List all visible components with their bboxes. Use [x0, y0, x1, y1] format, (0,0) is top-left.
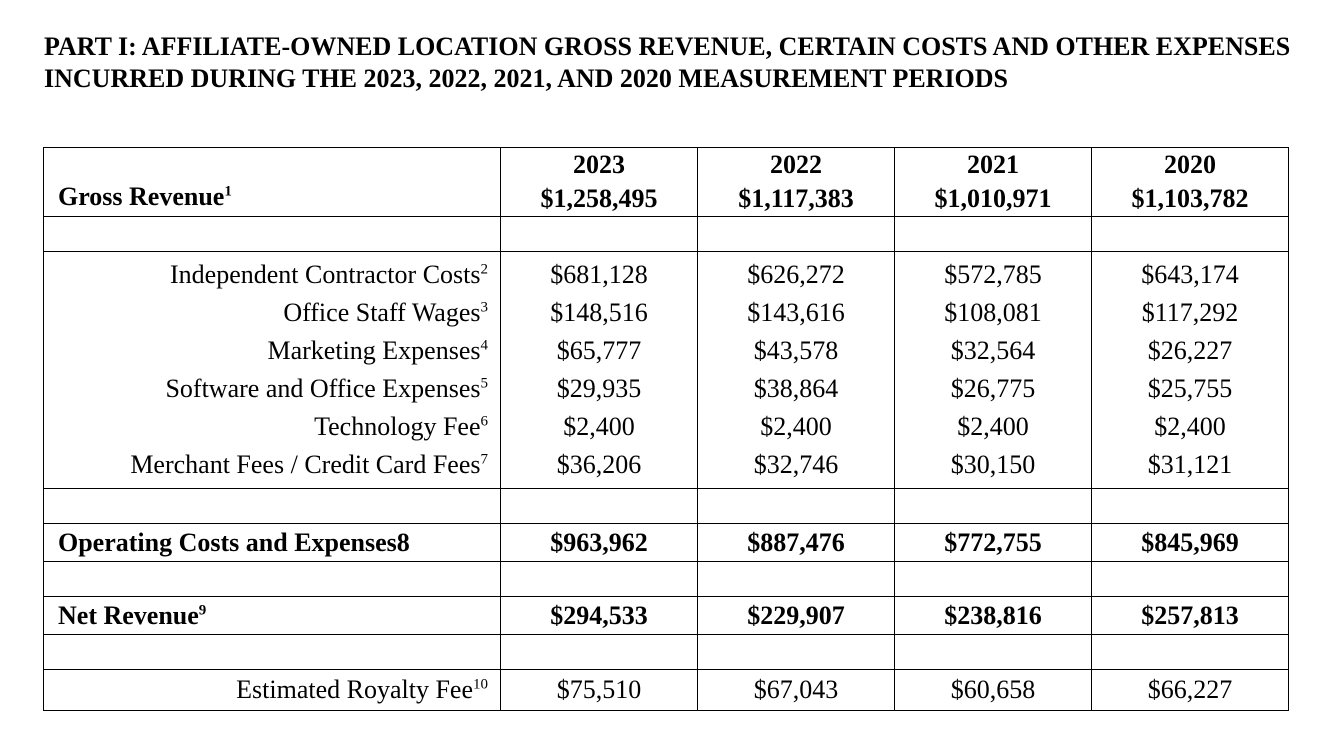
- expense-label: Merchant Fees / Credit Card Fees7: [130, 450, 488, 479]
- expense-label: Software and Office Expenses5: [165, 374, 488, 403]
- net-revenue-value: $294,533: [500, 596, 698, 635]
- spacer-row: [43, 216, 1289, 252]
- year-header: 2022: [770, 150, 822, 179]
- operating-costs-value: $772,755: [894, 523, 1092, 562]
- table-row-net-revenue: Net Revenue9 $294,533 $229,907 $238,816 …: [43, 596, 1289, 635]
- financial-table: Gross Revenue1 2023 $1,258,495 2022 $1,1…: [43, 147, 1289, 711]
- page-title: PART I: AFFILIATE-OWNED LOCATION GROSS R…: [44, 32, 1291, 93]
- expense-values-2022: $626,272 $143,616 $43,578 $38,864 $2,400…: [697, 251, 895, 489]
- expense-labels: Independent Contractor Costs2 Office Sta…: [43, 251, 501, 489]
- expense-label: Technology Fee6: [314, 412, 488, 441]
- operating-costs-value: $963,962: [500, 523, 698, 562]
- gross-revenue-label: Gross Revenue: [58, 182, 225, 211]
- net-revenue-value: $238,816: [894, 596, 1092, 635]
- year-header: 2020: [1164, 150, 1216, 179]
- net-revenue-label-cell: Net Revenue9: [43, 596, 501, 635]
- gross-revenue-value: $1,103,782: [1131, 184, 1249, 213]
- royalty-fee-value: $66,227: [1091, 669, 1289, 711]
- royalty-fee-label-cell: Estimated Royalty Fee10: [43, 669, 501, 711]
- royalty-fee-value: $75,510: [500, 669, 698, 711]
- table-row-gross-revenue: Gross Revenue1 2023 $1,258,495 2022 $1,1…: [43, 147, 1289, 217]
- net-revenue-value: $229,907: [697, 596, 895, 635]
- expense-label: Office Staff Wages3: [283, 298, 488, 327]
- year-col-2023: 2023 $1,258,495: [500, 147, 698, 217]
- spacer-row: [43, 634, 1289, 670]
- expense-values-2023: $681,128 $148,516 $65,777 $29,935 $2,400…: [500, 251, 698, 489]
- royalty-fee-value: $60,658: [894, 669, 1092, 711]
- gross-revenue-value: $1,010,971: [934, 184, 1052, 213]
- gross-revenue-label-cell: Gross Revenue1: [43, 147, 501, 217]
- year-header: 2023: [573, 150, 625, 179]
- operating-costs-value: $887,476: [697, 523, 895, 562]
- net-revenue-value: $257,813: [1091, 596, 1289, 635]
- year-col-2020: 2020 $1,103,782: [1091, 147, 1289, 217]
- expense-label: Independent Contractor Costs2: [170, 260, 488, 289]
- spacer-row: [43, 488, 1289, 524]
- gross-revenue-value: $1,258,495: [540, 184, 658, 213]
- expense-values-2020: $643,174 $117,292 $26,227 $25,755 $2,400…: [1091, 251, 1289, 489]
- spacer-row: [43, 561, 1289, 597]
- table-row-operating-costs: Operating Costs and Expenses8 $963,962 $…: [43, 523, 1289, 562]
- table-row-royalty-fee: Estimated Royalty Fee10 $75,510 $67,043 …: [43, 669, 1289, 711]
- operating-costs-label: Operating Costs and Expenses8: [43, 523, 501, 562]
- footnote-ref: 10: [473, 676, 488, 693]
- year-col-2022: 2022 $1,117,383: [697, 147, 895, 217]
- year-col-2021: 2021 $1,010,971: [894, 147, 1092, 217]
- royalty-fee-label: Estimated Royalty Fee: [236, 675, 473, 704]
- operating-costs-value: $845,969: [1091, 523, 1289, 562]
- year-header: 2021: [967, 150, 1019, 179]
- expense-label: Marketing Expenses4: [267, 336, 488, 365]
- table-row-expenses: Independent Contractor Costs2 Office Sta…: [43, 251, 1289, 489]
- gross-revenue-value: $1,117,383: [738, 184, 854, 213]
- net-revenue-label: Net Revenue: [58, 600, 199, 630]
- royalty-fee-value: $67,043: [697, 669, 895, 711]
- footnote-ref: 9: [198, 601, 207, 618]
- footnote-ref: 1: [224, 183, 232, 200]
- expense-values-2021: $572,785 $108,081 $32,564 $26,775 $2,400…: [894, 251, 1092, 489]
